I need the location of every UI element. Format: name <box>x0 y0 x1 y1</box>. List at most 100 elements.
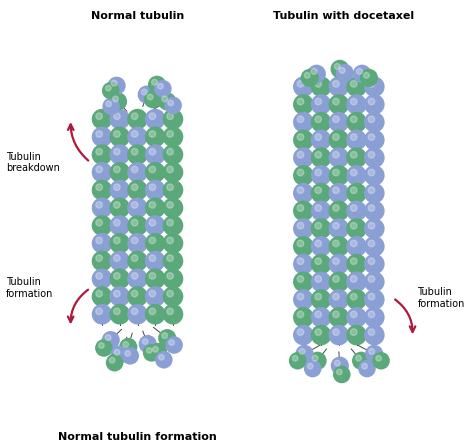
Circle shape <box>91 162 112 183</box>
Circle shape <box>364 307 384 327</box>
Circle shape <box>96 255 102 262</box>
Circle shape <box>297 276 304 282</box>
Circle shape <box>143 344 160 362</box>
Circle shape <box>293 289 314 310</box>
Circle shape <box>149 131 155 137</box>
Circle shape <box>167 202 173 208</box>
Circle shape <box>91 286 112 307</box>
Circle shape <box>293 183 314 203</box>
Circle shape <box>362 363 367 369</box>
Circle shape <box>309 352 327 370</box>
Circle shape <box>293 77 314 97</box>
Circle shape <box>109 126 130 147</box>
Circle shape <box>167 237 173 244</box>
Circle shape <box>293 112 314 133</box>
Circle shape <box>368 222 375 229</box>
Circle shape <box>364 325 384 345</box>
Circle shape <box>315 134 321 140</box>
Circle shape <box>350 258 357 264</box>
Circle shape <box>364 147 384 168</box>
Circle shape <box>334 360 340 366</box>
Circle shape <box>311 218 331 239</box>
Circle shape <box>149 272 155 279</box>
Circle shape <box>311 201 331 221</box>
Circle shape <box>293 147 314 168</box>
Circle shape <box>356 69 363 74</box>
Circle shape <box>308 363 313 369</box>
Circle shape <box>346 271 367 292</box>
Circle shape <box>106 354 123 371</box>
Circle shape <box>163 286 183 307</box>
Circle shape <box>91 144 112 165</box>
Circle shape <box>358 360 376 377</box>
Circle shape <box>368 311 375 318</box>
Circle shape <box>96 148 102 155</box>
Circle shape <box>315 329 321 336</box>
Circle shape <box>297 151 304 158</box>
Circle shape <box>328 147 349 168</box>
Circle shape <box>299 349 305 354</box>
Circle shape <box>99 343 104 348</box>
Circle shape <box>364 254 384 275</box>
Circle shape <box>297 293 304 300</box>
Circle shape <box>114 184 120 190</box>
Circle shape <box>350 134 357 140</box>
Circle shape <box>96 113 102 120</box>
Circle shape <box>169 340 174 345</box>
Circle shape <box>101 331 120 349</box>
Circle shape <box>297 258 304 264</box>
Circle shape <box>333 222 339 229</box>
Circle shape <box>152 79 157 85</box>
Circle shape <box>297 240 304 247</box>
Circle shape <box>346 218 367 239</box>
Circle shape <box>333 329 339 336</box>
Circle shape <box>141 89 147 95</box>
Circle shape <box>315 293 321 300</box>
Circle shape <box>350 81 357 87</box>
Circle shape <box>368 293 375 300</box>
Circle shape <box>293 271 314 292</box>
Text: Tubulin
formation: Tubulin formation <box>418 287 465 309</box>
Circle shape <box>91 198 112 218</box>
Circle shape <box>368 329 375 336</box>
Circle shape <box>346 147 367 168</box>
Circle shape <box>110 346 128 364</box>
Circle shape <box>368 134 375 140</box>
Circle shape <box>346 236 367 257</box>
Circle shape <box>311 271 331 292</box>
Circle shape <box>106 101 111 107</box>
Circle shape <box>350 276 357 282</box>
Circle shape <box>109 92 127 111</box>
Circle shape <box>109 268 130 289</box>
Circle shape <box>350 205 357 211</box>
Circle shape <box>350 187 357 194</box>
Circle shape <box>168 100 173 106</box>
Circle shape <box>105 335 111 340</box>
Circle shape <box>364 236 384 257</box>
Circle shape <box>311 289 331 310</box>
Circle shape <box>333 366 351 383</box>
Circle shape <box>163 162 183 183</box>
Circle shape <box>333 134 339 140</box>
Circle shape <box>315 81 321 87</box>
Circle shape <box>149 202 155 208</box>
Circle shape <box>149 220 155 226</box>
Circle shape <box>106 86 111 91</box>
Circle shape <box>167 272 173 279</box>
Circle shape <box>328 129 349 150</box>
Circle shape <box>164 97 182 114</box>
Circle shape <box>165 336 183 354</box>
Circle shape <box>91 180 112 200</box>
Circle shape <box>315 205 321 211</box>
Circle shape <box>158 329 176 347</box>
Circle shape <box>293 94 314 115</box>
Circle shape <box>293 236 314 257</box>
Circle shape <box>139 335 157 353</box>
Circle shape <box>315 311 321 318</box>
Circle shape <box>109 180 130 200</box>
Circle shape <box>315 240 321 247</box>
Circle shape <box>368 187 375 194</box>
Circle shape <box>131 148 138 155</box>
Circle shape <box>365 345 383 363</box>
Circle shape <box>137 86 156 103</box>
